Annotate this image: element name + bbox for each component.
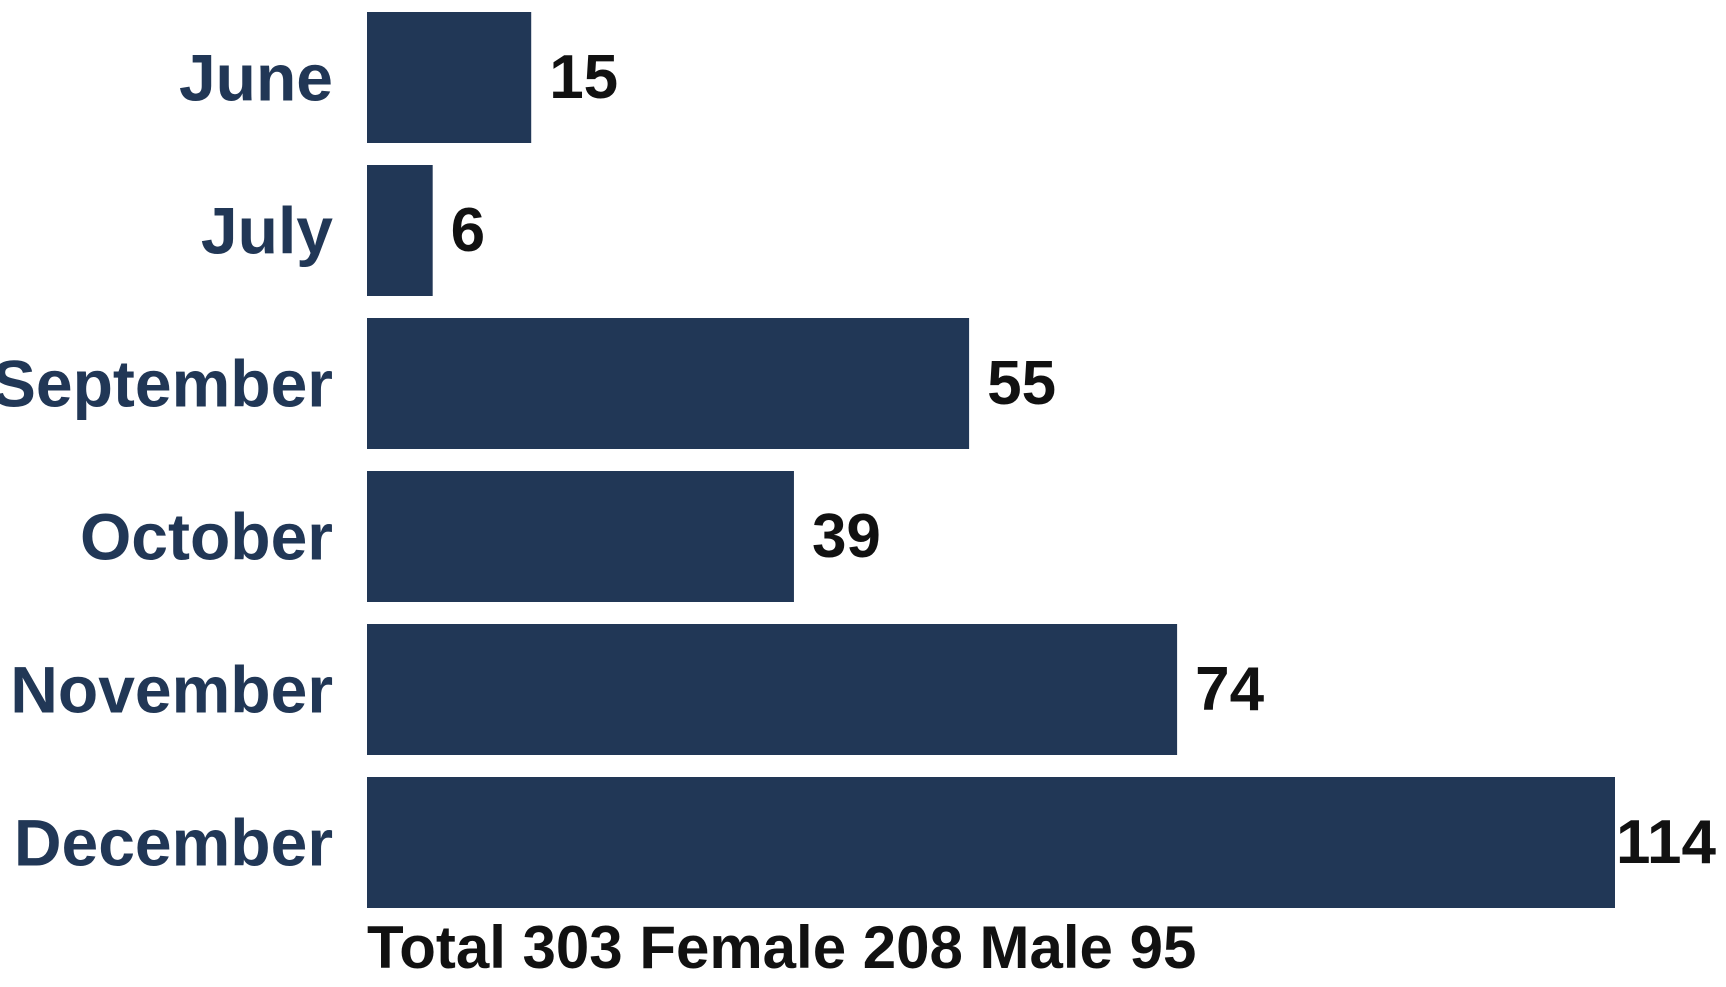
bar-december: [367, 777, 1615, 908]
bars-group: [367, 12, 1615, 908]
bar-october: [367, 471, 794, 602]
category-labels-group: June July September October November December: [0, 41, 333, 880]
bar-july: [367, 165, 433, 296]
footer-totals-note: Total 303 Female 208 Male 95: [367, 914, 1197, 981]
bar-september: [367, 318, 970, 449]
value-label-october: 39: [812, 502, 881, 571]
value-label-june: 15: [549, 43, 618, 112]
value-labels-group: 15 6 55 39 74 114: [451, 43, 1717, 877]
category-label-september: September: [0, 347, 333, 421]
bar-november: [367, 624, 1178, 755]
category-label-june: June: [179, 41, 333, 115]
category-label-december: December: [14, 806, 333, 880]
bar-june: [367, 12, 532, 143]
category-label-october: October: [80, 500, 333, 574]
value-label-november: 74: [1195, 655, 1264, 724]
category-label-november: November: [10, 653, 333, 727]
value-label-july: 6: [451, 196, 485, 265]
category-label-july: July: [201, 194, 333, 268]
value-label-december: 114: [1616, 808, 1717, 877]
value-label-september: 55: [987, 349, 1056, 418]
